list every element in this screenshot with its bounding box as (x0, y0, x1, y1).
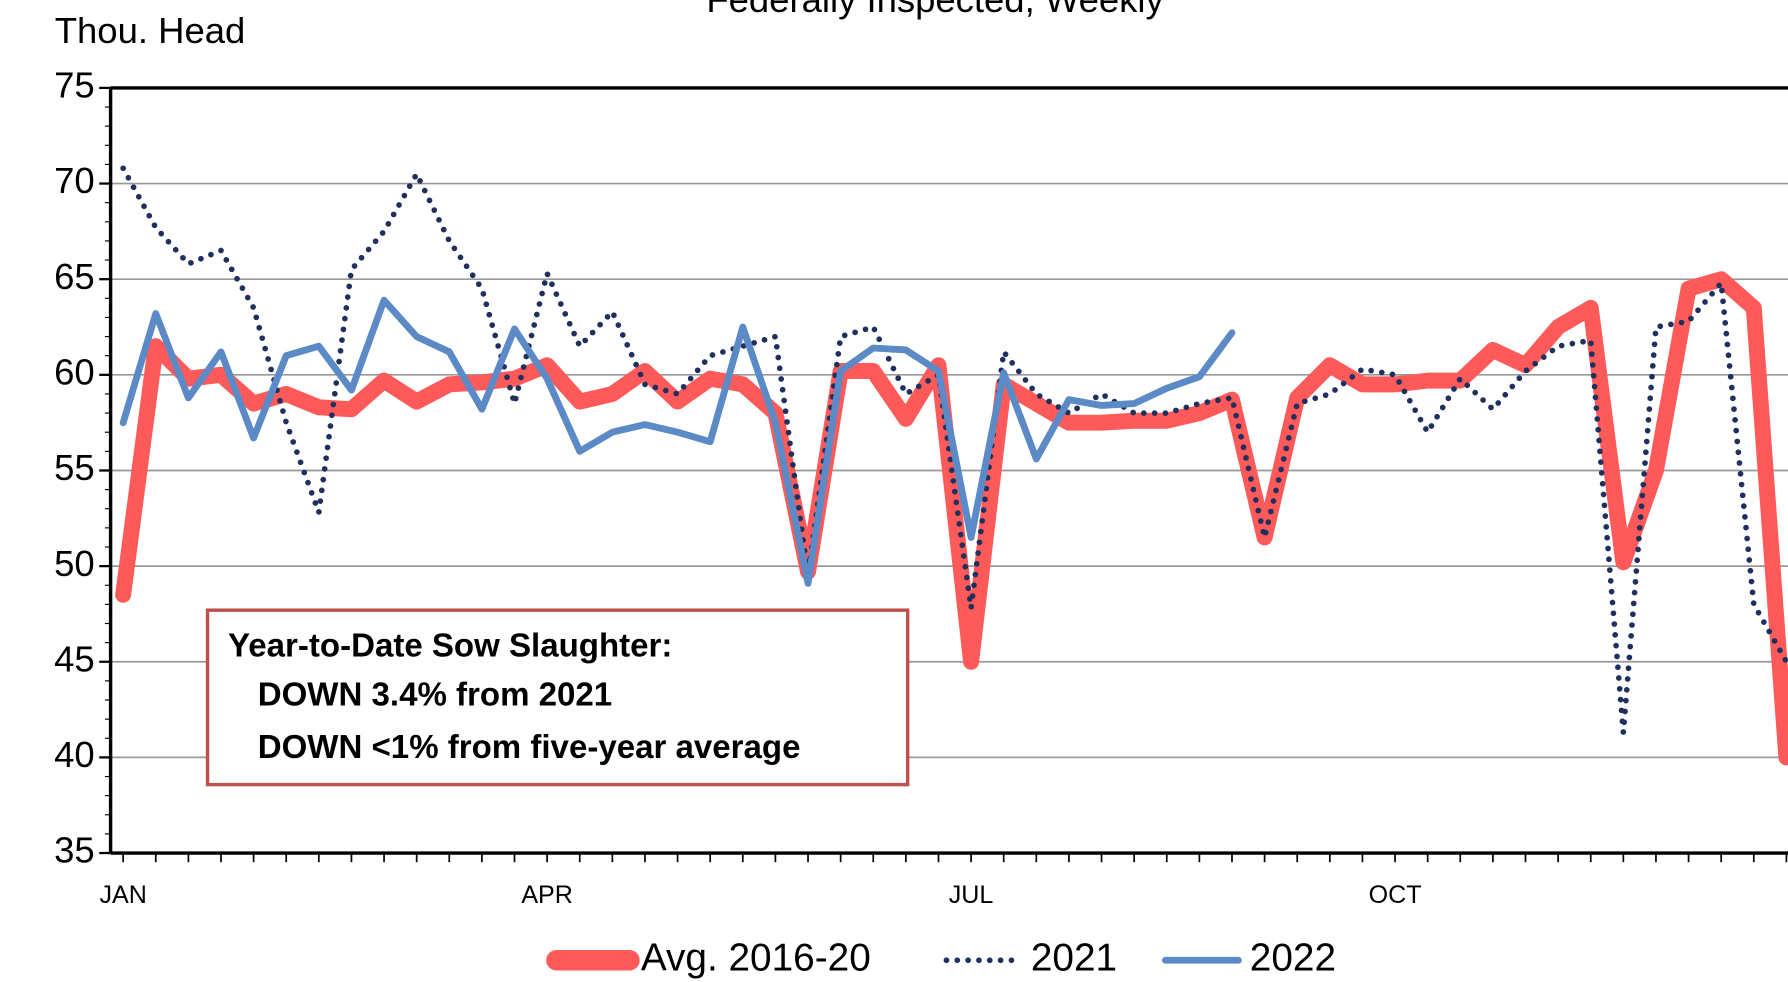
line-series (120, 165, 1788, 736)
annotation-title: Year-to-Date Sow Slaughter: (228, 628, 672, 665)
y-tick-label: 40 (54, 734, 95, 775)
y-tick-label: 65 (54, 256, 95, 297)
line-series (119, 296, 1236, 587)
x-tick-label: JAN (99, 881, 146, 909)
chart-title: Federally Inspected, Weekly (706, 0, 1164, 20)
legend-label: Avg. 2016-20 (641, 936, 871, 979)
y-tick-label: 35 (54, 830, 95, 871)
annotation-line: DOWN <1% from five-year average (258, 729, 801, 766)
annotation-line: DOWN 3.4% from 2021 (258, 677, 612, 714)
y-tick-label: 70 (54, 160, 95, 201)
x-tick-label: OCT (1369, 881, 1422, 909)
y-tick-label: 50 (54, 543, 95, 584)
y-tick-label: 45 (54, 638, 95, 679)
legend-label: 2022 (1250, 936, 1336, 979)
y-axis-label: Thou. Head (55, 10, 246, 51)
legend-label: 2021 (1031, 936, 1117, 979)
y-tick-label: 75 (54, 65, 95, 106)
annotation-box (205, 608, 910, 787)
x-tick-label: APR (521, 881, 573, 909)
y-tick-label: 60 (54, 351, 95, 392)
line-series (115, 271, 1788, 766)
y-tick-label: 55 (54, 447, 95, 488)
x-tick-label: JUL (949, 881, 994, 909)
